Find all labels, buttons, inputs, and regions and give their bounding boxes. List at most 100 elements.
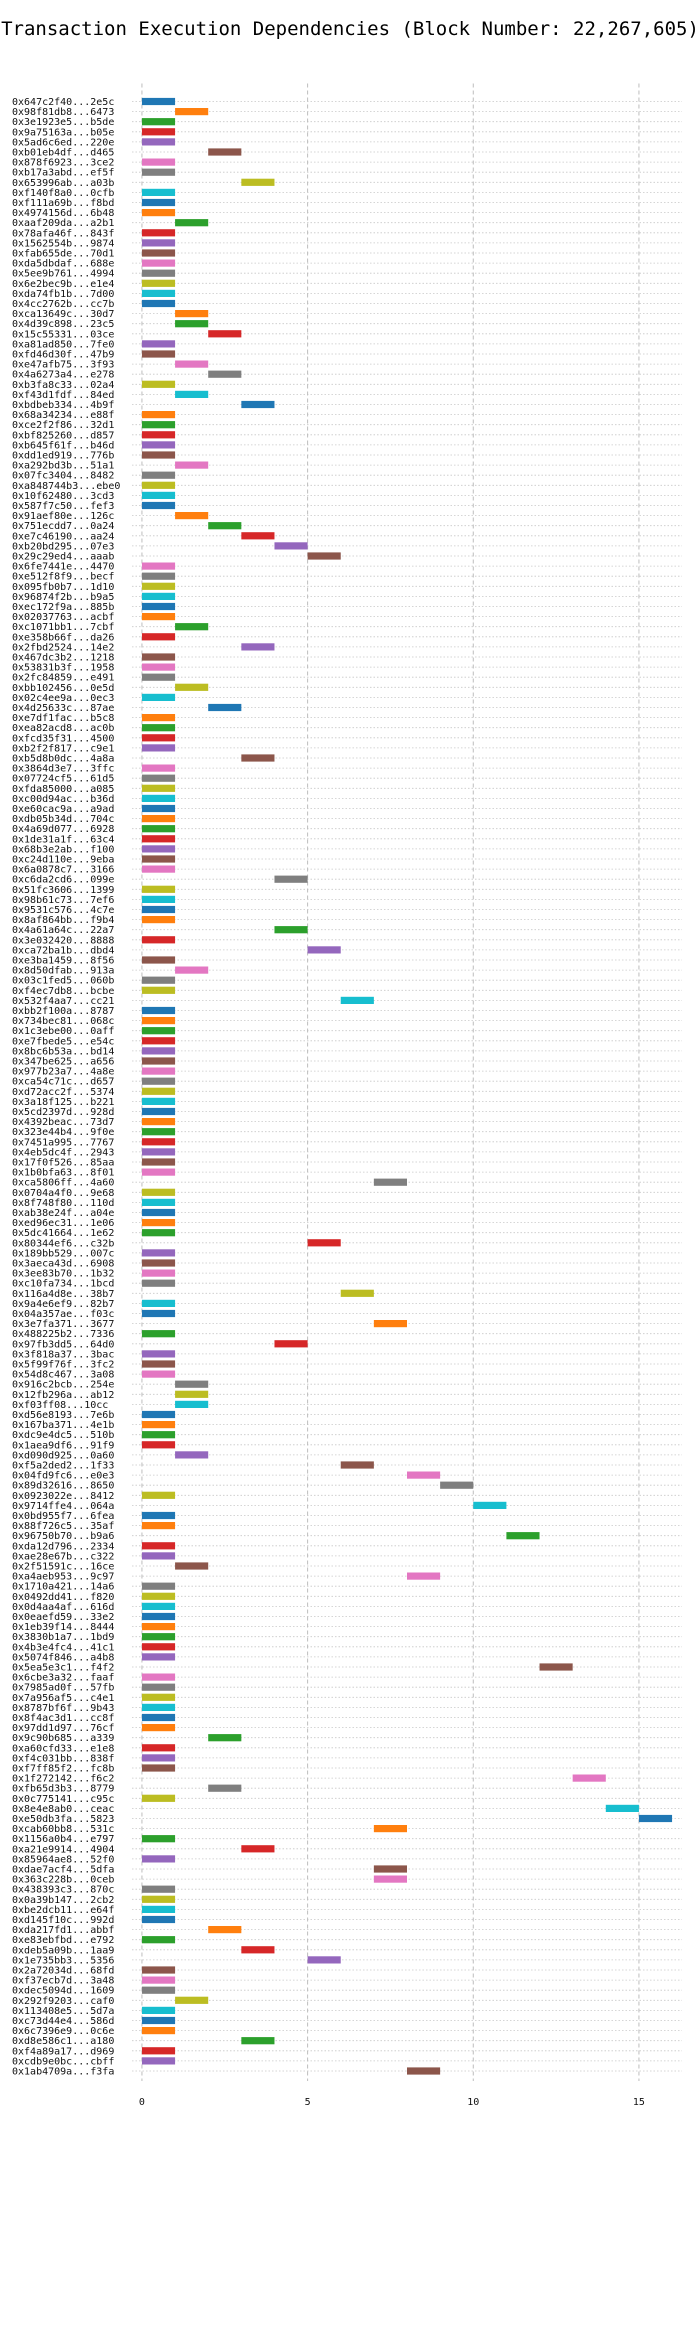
dependency-bar bbox=[307, 1239, 341, 1247]
tx-hash-label: 0x3830b1a7...1bd9 bbox=[12, 1632, 114, 1643]
dependency-bar bbox=[373, 1865, 407, 1873]
dependency-bar bbox=[141, 572, 176, 580]
tx-hash-label: 0xca13649c...30d7 bbox=[12, 309, 114, 320]
dependency-bar bbox=[141, 1522, 176, 1530]
tx-hash-label: 0x7985ad0f...57fb bbox=[12, 1683, 114, 1694]
tx-hash-label: 0x5ea5e3c1...f4f2 bbox=[12, 1663, 114, 1674]
dependency-bar bbox=[141, 1057, 176, 1065]
tx-hash-label: 0xf37ecb7d...3a48 bbox=[12, 1976, 114, 1987]
tx-hash-label: 0x5074f846...a4b8 bbox=[12, 1652, 114, 1663]
tx-hash-label: 0x347be625...a656 bbox=[12, 1057, 114, 1068]
dependency-bar bbox=[141, 1047, 176, 1055]
tx-hash-label: 0xf5a2ded2...1f33 bbox=[12, 1461, 114, 1472]
dependency-bar bbox=[141, 1724, 176, 1732]
tx-hash-label: 0xd8e586c1...a180 bbox=[12, 2036, 114, 2047]
tx-hash-label: 0x53831b3f...1958 bbox=[12, 663, 114, 674]
tx-hash-label: 0x734bec81...068c bbox=[12, 1016, 114, 1027]
tx-hash-label: 0x4cc2762b...cc7b bbox=[12, 299, 114, 310]
tx-hash-label: 0xdec5094d...1609 bbox=[12, 1986, 114, 1997]
x-tick-label: 0 bbox=[139, 2097, 145, 2108]
dependency-bar bbox=[141, 1219, 176, 1227]
tx-hash-label: 0x3864d3e7...3ffc bbox=[12, 764, 114, 775]
dependency-bar bbox=[141, 885, 176, 893]
dependency-bar bbox=[208, 1926, 242, 1934]
dependency-bar bbox=[175, 310, 209, 318]
tx-hash-label: 0xca5806ff...4a60 bbox=[12, 1178, 114, 1189]
dependency-bar bbox=[141, 1138, 176, 1146]
tx-hash-label: 0x3e1923e5...b5de bbox=[12, 117, 114, 128]
dependency-bar bbox=[141, 774, 176, 782]
tx-hash-label: 0xb01eb4df...d465 bbox=[12, 148, 114, 159]
dependency-bar bbox=[175, 1451, 209, 1459]
dependency-bar bbox=[141, 421, 176, 429]
dependency-bar bbox=[141, 279, 176, 287]
dependency-bar bbox=[141, 1612, 176, 1621]
dependency-bar bbox=[307, 946, 341, 954]
dependency-bar bbox=[141, 1633, 176, 1641]
tx-hash-label: 0x751ecdd7...0a24 bbox=[12, 521, 114, 532]
tx-hash-label: 0x113408e5...5d7a bbox=[12, 2006, 114, 2017]
dependency-bar bbox=[141, 794, 176, 802]
dependency-bar bbox=[141, 986, 176, 994]
tx-hash-label: 0x29c29ed4...aaab bbox=[12, 552, 114, 563]
tx-hash-label: 0x1de31a1f...63c4 bbox=[12, 834, 114, 845]
dependency-bar bbox=[141, 1895, 176, 1903]
dependency-bar bbox=[141, 491, 176, 499]
tx-hash-label: 0xe7df1fac...b5c8 bbox=[12, 713, 114, 724]
dependency-bar bbox=[141, 1511, 176, 1520]
tx-hash-label: 0x2a72034d...68fd bbox=[12, 1966, 114, 1977]
dependency-bar bbox=[307, 1956, 341, 1964]
dependency-bar bbox=[141, 1623, 176, 1631]
dependency-bar bbox=[141, 633, 176, 641]
dependency-bar bbox=[539, 1663, 573, 1671]
dependency-bar bbox=[440, 1481, 474, 1489]
dependency-bar bbox=[175, 219, 209, 227]
dependency-bar bbox=[141, 1552, 176, 1560]
tx-hash-label: 0xbe2dcb11...e64f bbox=[12, 1905, 114, 1916]
dependency-bar bbox=[141, 2047, 176, 2055]
tx-hash-label: 0x02c4ee9a...0ec3 bbox=[12, 693, 114, 704]
dependency-bar bbox=[141, 1087, 176, 1095]
tx-hash-label: 0xda5dbdaf...688e bbox=[12, 259, 114, 270]
tx-hash-label: 0x80344ef6...c32b bbox=[12, 1238, 114, 1249]
dependency-bar bbox=[141, 431, 176, 439]
tx-hash-label: 0x9a75163a...b05e bbox=[12, 127, 114, 138]
dependency-bar bbox=[141, 340, 176, 348]
tx-hash-label: 0x4a69d077...6928 bbox=[12, 824, 114, 835]
tx-hash-label: 0xd56e8193...7e6b bbox=[12, 1410, 114, 1421]
dependency-bar bbox=[241, 1946, 275, 1954]
dependency-bar bbox=[141, 734, 176, 742]
dependency-bar bbox=[141, 1249, 176, 1257]
dependency-bar bbox=[141, 188, 176, 196]
tx-hash-label: 0xb3fa8c33...02a4 bbox=[12, 380, 114, 391]
dependency-bar bbox=[373, 1178, 407, 1186]
tx-hash-label: 0x1e735bb3...5356 bbox=[12, 1955, 114, 1966]
tx-hash-label: 0x323e44b4...9f0e bbox=[12, 1127, 114, 1138]
dependency-bar bbox=[506, 1532, 540, 1540]
dependency-bar bbox=[241, 1845, 275, 1853]
tx-hash-label: 0xdeb5a09b...1aa9 bbox=[12, 1945, 114, 1956]
dependency-bar bbox=[141, 259, 176, 267]
dependency-bar bbox=[373, 1320, 407, 1328]
tx-hash-label: 0x96874f2b...b9a5 bbox=[12, 592, 114, 603]
dependency-bar bbox=[141, 1107, 176, 1116]
tx-hash-label: 0x04a357ae...f03c bbox=[12, 1309, 114, 1320]
dependency-bar bbox=[141, 2016, 176, 2025]
dependency-bar bbox=[141, 1309, 176, 1318]
tx-hash-label: 0xda217fd1...abbf bbox=[12, 1925, 114, 1936]
dependency-bar bbox=[175, 623, 209, 631]
tx-hash-label: 0x2fc84859...e491 bbox=[12, 673, 114, 684]
dependency-bar bbox=[141, 1915, 176, 1924]
tx-hash-label: 0xf43d1fdf...84ed bbox=[12, 390, 114, 401]
tx-hash-label: 0x5dc41664...1e62 bbox=[12, 1228, 114, 1239]
dependency-bar bbox=[141, 835, 176, 843]
dependency-bar bbox=[141, 956, 176, 964]
dependency-bar bbox=[340, 1289, 374, 1297]
tx-hash-label: 0x98b61c73...7ef6 bbox=[12, 895, 114, 906]
dependency-bar bbox=[141, 1350, 176, 1358]
dependency-bar bbox=[141, 1410, 176, 1419]
tx-hash-label: 0xea82acd8...ac0b bbox=[12, 723, 114, 734]
tx-hash-label: 0x8f4ac3d1...cc8f bbox=[12, 1713, 114, 1724]
tx-hash-label: 0xe512f8f9...becf bbox=[12, 572, 114, 583]
tx-hash-label: 0x98f81db8...6473 bbox=[12, 107, 114, 118]
